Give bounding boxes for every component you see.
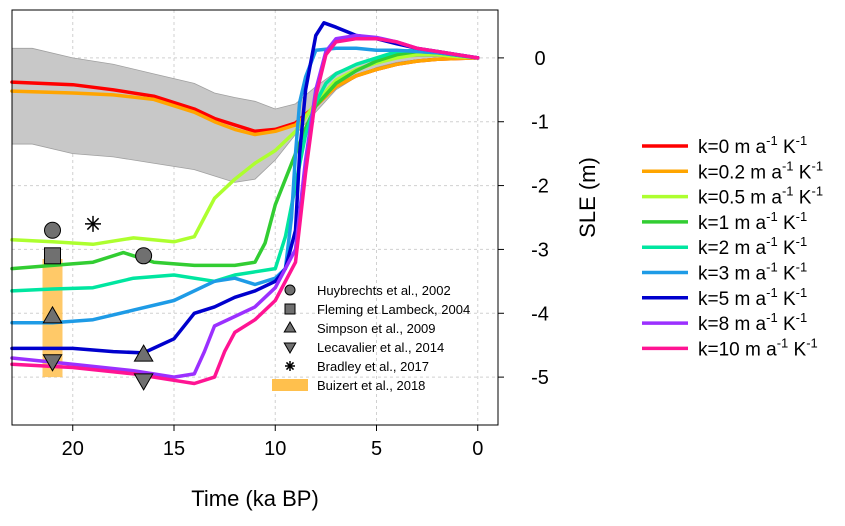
series-lines [10,21,480,386]
square-marker [44,247,61,265]
series-legend-label: k=0 m a-1 K-1 [698,133,807,158]
series-legend-label: k=2 m a-1 K-1 [698,234,807,259]
triangle-up-marker [133,344,154,362]
asterisk-stroke [285,361,295,371]
series-line [10,46,480,325]
axes: 20 15 10 5 0 0 -1 -2 -3 -4 -5 [62,48,549,460]
triangle-down-marker [283,342,297,355]
series-line [10,56,480,137]
series-legend-label: k=5 m a-1 K-1 [698,285,807,310]
series-legend: k=0 m a-1 K-1k=0.2 m a-1 K-1k=0.5 m a-1 … [642,133,823,360]
observation-legend-label: Bradley et al., 2017 [317,359,429,374]
x-axis-label: Time (ka BP) [191,486,319,511]
y-tick-label: -5 [531,367,549,389]
square-marker [284,303,296,315]
series-legend-label: k=10 m a-1 K-1 [698,335,818,360]
observation-markers [42,215,154,391]
observation-legend-label: Buizert et al., 2018 [317,378,425,393]
observation-legend-label: Fleming et Lambeck, 2004 [317,302,470,317]
observation-legend: Huybrechts et al., 2002 Fleming et Lambec… [272,283,470,393]
triangle-down-marker [42,354,63,372]
asterisk-marker [285,361,295,371]
x-tick-label: 0 [472,438,483,460]
sle-envelope [11,47,478,183]
y-tick-label: -4 [531,303,549,325]
y-tick-label: 0 [534,48,545,70]
circle-marker [135,247,153,265]
observation-legend-label: Simpson et al., 2009 [317,321,436,336]
triangle-down-marker [133,373,154,391]
triangle-up-marker [283,320,297,333]
observation-legend-label: Huybrechts et al., 2002 [317,283,451,298]
x-tick-label: 10 [264,438,286,460]
y-tick-label: -3 [531,239,549,261]
asterisk-stroke [86,217,100,231]
x-tick-label: 5 [371,438,382,460]
uncertainty-band [11,47,478,183]
series-legend-label: k=3 m a-1 K-1 [698,260,807,285]
x-tick-label: 15 [163,438,185,460]
y-tick-label: -2 [531,176,549,198]
series-legend-label: k=0.2 m a-1 K-1 [698,158,823,183]
series-legend-label: k=0.5 m a-1 K-1 [698,184,823,209]
series-legend-label: k=8 m a-1 K-1 [698,310,807,335]
series-line [10,36,480,386]
y-tick-label: -1 [531,112,549,134]
circle-marker [284,284,296,296]
observation-legend-label: Lecavalier et al., 2014 [317,340,444,355]
x-tick-label: 20 [62,438,84,460]
plot-frame [11,9,499,426]
asterisk-marker [85,215,101,232]
y-axis-label: SLE (m) [575,157,600,238]
triangle-up-marker [42,305,63,324]
series-legend-label: k=1 m a-1 K-1 [698,209,807,234]
circle-marker [44,221,61,239]
series-line [10,52,480,247]
